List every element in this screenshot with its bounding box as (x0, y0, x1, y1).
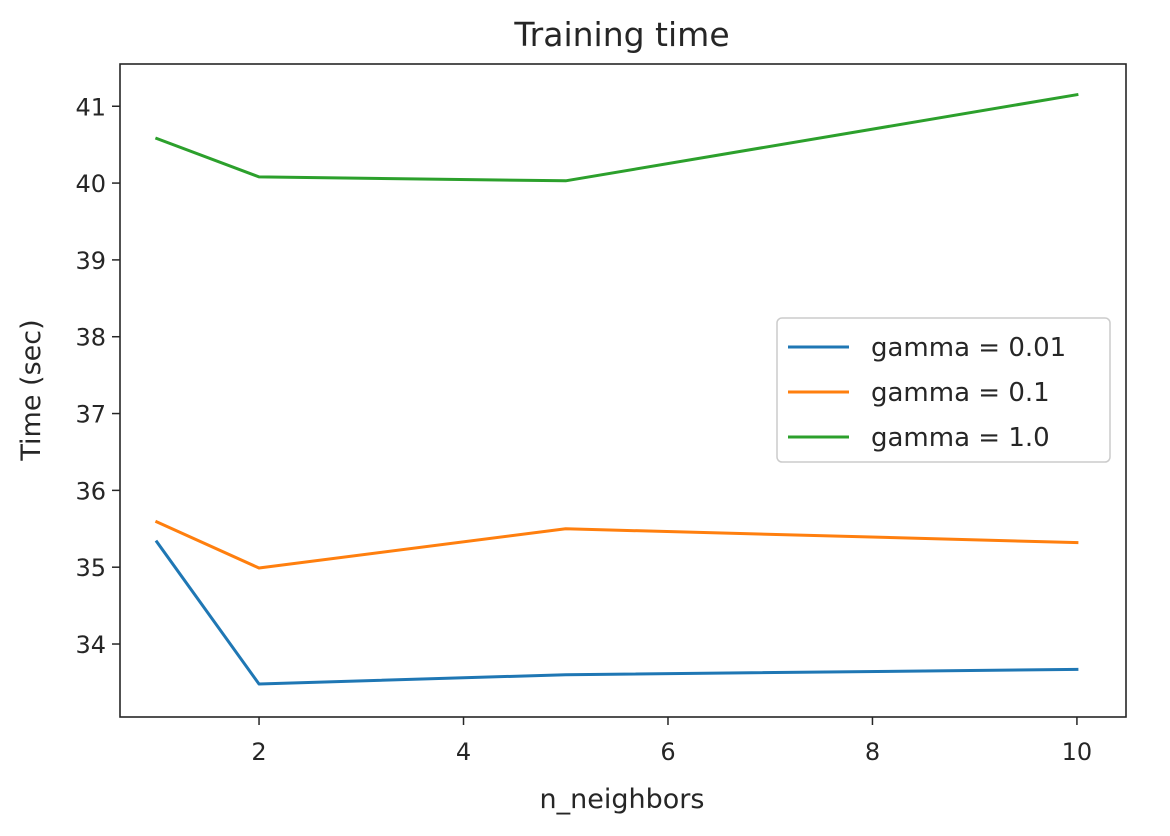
series-line-1 (154, 539, 1079, 686)
x-tick-label: 4 (456, 738, 471, 766)
y-axis-label: Time (sec) (16, 319, 47, 461)
y-tick-label: 39 (75, 247, 106, 275)
y-tick-label: 34 (75, 631, 106, 659)
y-tick-label: 36 (75, 477, 106, 505)
y-axis: 34 35 36 37 38 39 40 41 (75, 93, 120, 659)
x-tick-label: 2 (251, 738, 266, 766)
y-tick-label: 40 (75, 170, 106, 198)
series-line-2 (154, 519, 1079, 570)
x-tick-label: 10 (1062, 738, 1093, 766)
chart-title: Training time (513, 15, 729, 54)
series-lines (154, 92, 1079, 686)
legend-label-3: gamma = 1.0 (871, 423, 1050, 453)
x-tick-label: 8 (865, 738, 880, 766)
y-tick-label: 35 (75, 554, 106, 582)
x-tick-label: 6 (660, 738, 675, 766)
legend-label-2: gamma = 0.1 (871, 378, 1050, 408)
y-tick-label: 38 (75, 324, 106, 352)
x-axis: 2 4 6 8 10 (251, 717, 1092, 766)
y-tick-label: 41 (75, 93, 106, 121)
x-axis-label: n_neighbors (540, 784, 705, 815)
legend-box (776, 317, 1111, 463)
y-tick-label: 37 (75, 401, 106, 429)
plot-area (119, 63, 1127, 718)
plot-frame (119, 63, 1127, 718)
legend-label-1: gamma = 0.01 (871, 333, 1066, 363)
series-line-3 (154, 92, 1079, 183)
legend: gamma = 0.01 gamma = 0.1 gamma = 1.0 (776, 317, 1111, 463)
